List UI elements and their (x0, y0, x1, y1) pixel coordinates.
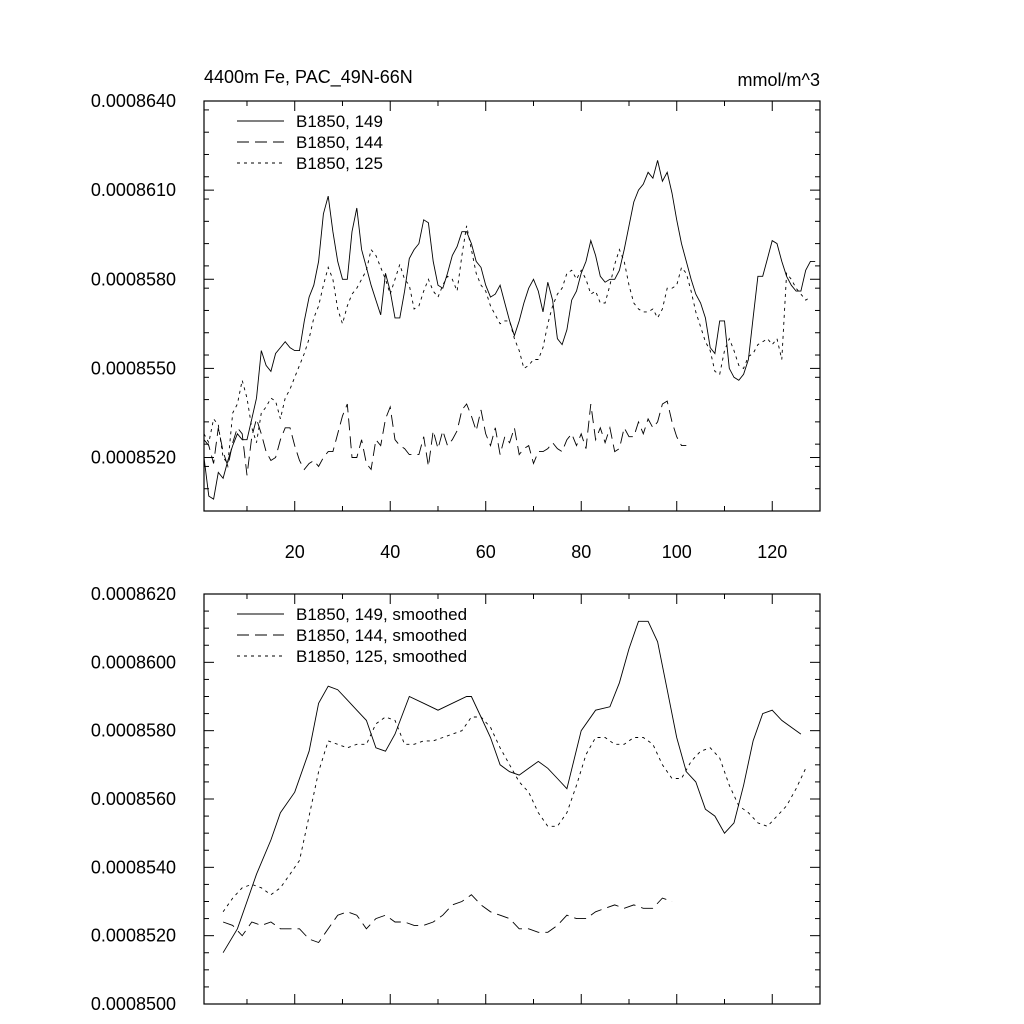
y-tick-label: 0.0008540 (91, 857, 176, 877)
y-tick-label: 0.0008500 (91, 994, 176, 1014)
series-line-3 (222, 716, 807, 913)
series-line-1 (203, 160, 816, 500)
y-tick-label: 0.0008610 (91, 180, 176, 200)
series-line-2 (203, 400, 687, 476)
y-tick-label: 0.0008620 (91, 584, 176, 604)
legend-label: B1850, 125, smoothed (296, 647, 467, 666)
legend-label: B1850, 149, smoothed (296, 605, 467, 624)
y-tick-label: 0.0008580 (91, 269, 176, 289)
chart-title: 4400m Fe, PAC_49N-66N (204, 67, 413, 88)
plot-panel-1: 20 40 60 80 100 120 0.0008520 0.0008550 0.000858… (91, 91, 821, 562)
y-tick-label: 0.0008550 (91, 358, 176, 378)
legend-label: B1850, 125 (296, 154, 383, 173)
x-tick-label: 100 (662, 542, 692, 562)
x-tick-label: 120 (757, 542, 787, 562)
y-tick-label: 0.0008640 (91, 91, 176, 111)
y-tick-label: 0.0008520 (91, 926, 176, 946)
units-label: mmol/m^3 (738, 70, 820, 90)
y-tick-label: 0.0008600 (91, 652, 176, 672)
x-tick-label: 40 (380, 542, 400, 562)
y-tick-label: 0.0008520 (91, 448, 176, 468)
x-tick-label: 60 (476, 542, 496, 562)
y-tick-label: 0.0008560 (91, 789, 176, 809)
y-tick-label: 0.0008580 (91, 721, 176, 741)
legend: B1850, 149 B1850, 144 B1850, 125 (237, 112, 383, 173)
legend-label: B1850, 144 (296, 133, 383, 152)
legend: B1850, 149, smoothed B1850, 144, smoothed… (237, 605, 467, 666)
series-line-3 (203, 225, 811, 465)
x-tick-label: 80 (571, 542, 591, 562)
series-line-2 (222, 894, 673, 944)
plot-panel-2: 0.0008500 0.0008520 0.0008540 0.0008560 0.00… (91, 584, 821, 1014)
plot-frame (203, 100, 821, 512)
legend-label: B1850, 149 (296, 112, 383, 131)
series-line-1 (222, 620, 802, 953)
x-tick-label: 20 (285, 542, 305, 562)
legend-label: B1850, 144, smoothed (296, 626, 467, 645)
